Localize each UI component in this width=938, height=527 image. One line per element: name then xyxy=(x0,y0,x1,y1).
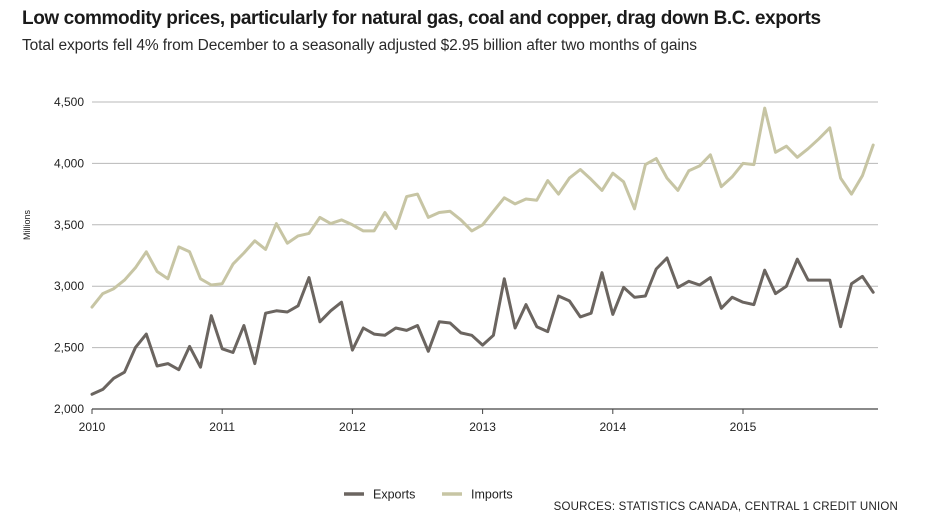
series-lines xyxy=(90,106,875,396)
y-tick-label: 2,000 xyxy=(54,402,84,416)
legend: Exports Imports xyxy=(344,488,513,502)
legend-label-exports: Exports xyxy=(373,488,415,502)
y-tick-label: 4,000 xyxy=(54,156,84,170)
y-tick-label: 4,500 xyxy=(54,95,84,109)
x-tick-label: 2015 xyxy=(730,420,757,434)
chart-title: Low commodity prices, particularly for n… xyxy=(22,8,821,29)
series-line-imports xyxy=(90,106,875,309)
y-tick-label: 3,000 xyxy=(54,279,84,293)
chart-subtitle: Total exports fell 4% from December to a… xyxy=(22,37,697,54)
y-tick-label: 3,500 xyxy=(54,218,84,232)
x-tick-label: 2013 xyxy=(469,420,496,434)
x-tick-label: 2014 xyxy=(599,420,626,434)
x-tick-label: 2012 xyxy=(339,420,366,434)
y-axis-label: Millions xyxy=(22,210,32,241)
y-tick-label: 2,500 xyxy=(54,341,84,355)
y-tick-labels: 2,000 2,500 3,000 3,500 4,000 4,500 xyxy=(54,95,84,416)
series-line-exports xyxy=(90,256,875,396)
x-tick-label: 2011 xyxy=(209,420,235,434)
x-tick-label: 2010 xyxy=(79,420,106,434)
legend-label-imports: Imports xyxy=(471,488,513,502)
x-tick-labels: 2010 2011 2012 2013 2014 2015 xyxy=(79,409,757,434)
grid-lines xyxy=(92,101,878,410)
source-note: SOURCES: STATISTICS CANADA, CENTRAL 1 CR… xyxy=(553,501,898,513)
